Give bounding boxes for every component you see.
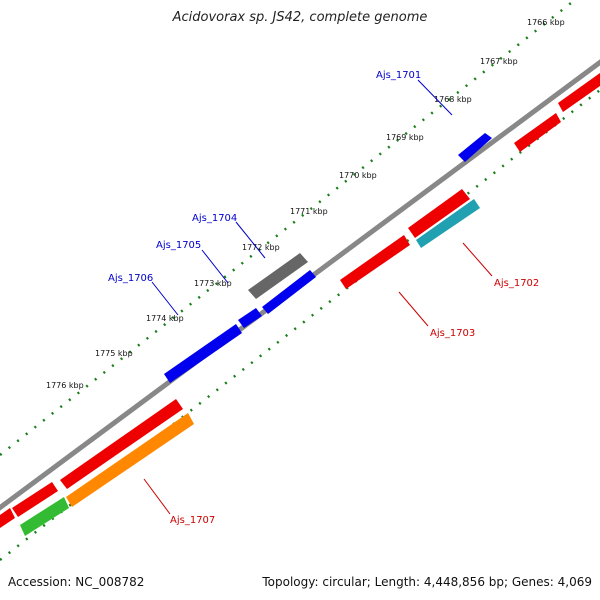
gene-ajs-1702[interactable]: [408, 189, 470, 238]
leader-line: [143, 478, 171, 515]
gene-label-ajs-1706[interactable]: Ajs_1706: [108, 273, 153, 284]
leader-line: [417, 79, 453, 116]
gene-label-ajs-1704[interactable]: Ajs_1704: [192, 213, 237, 224]
genome-summary: Topology: circular; Length: 4,448,856 bp…: [262, 575, 592, 589]
gene-ajs-1703[interactable]: [340, 235, 410, 289]
gene-label-ajs-1705[interactable]: Ajs_1705: [156, 240, 201, 251]
reverse-gene-labels: Ajs_1702 Ajs_1703 Ajs_1707: [143, 242, 539, 526]
gene-ajs-1707-red[interactable]: [60, 399, 183, 489]
gene-ajs-1705a[interactable]: [262, 270, 316, 314]
gene-red-left-1[interactable]: [12, 482, 58, 517]
tick-label: 1769 kbp: [386, 133, 424, 142]
tick-label: 1776 kbp: [46, 381, 84, 390]
tick-label: 1773 kbp: [194, 279, 232, 288]
tick-label: 1772 kbp: [242, 243, 280, 252]
outer-tick-track: [0, 0, 577, 456]
tick-label: 1768 kbp: [434, 95, 472, 104]
gene-label-ajs-1707[interactable]: Ajs_1707: [170, 515, 215, 526]
gene-ajs-1704[interactable]: [248, 253, 308, 299]
gene-ajs-1701[interactable]: [458, 133, 492, 162]
gene-ajs-1706[interactable]: [164, 324, 242, 383]
tick-label: 1766 kbp: [527, 18, 565, 27]
gene-red-left-2[interactable]: [0, 508, 15, 528]
gene-ajs-1702-stripe[interactable]: [416, 199, 480, 248]
tick-label: 1770 kbp: [339, 171, 377, 180]
gene-label-ajs-1703[interactable]: Ajs_1703: [430, 328, 475, 339]
gene-ajs-1707[interactable]: [66, 413, 194, 507]
gene-red-1[interactable]: [514, 113, 561, 152]
leader-line: [398, 291, 429, 327]
reverse-genes: [0, 73, 600, 536]
leader-line: [462, 242, 493, 277]
tick-label: 1775 kbp: [95, 349, 133, 358]
tick-label: 1767 kbp: [480, 57, 518, 66]
gene-label-ajs-1701[interactable]: Ajs_1701: [376, 70, 421, 81]
forward-gene-labels: Ajs_1701 Ajs_1704 Ajs_1705 Ajs_1706: [108, 70, 453, 316]
accession-label: Accession: NC_008782: [8, 575, 145, 589]
gene-ajs-1705b[interactable]: [238, 308, 262, 328]
gene-label-ajs-1702[interactable]: Ajs_1702: [494, 278, 539, 289]
tick-label: 1774 kbp: [146, 314, 184, 323]
leader-line: [235, 221, 266, 259]
leader-line: [151, 281, 179, 316]
gene-green[interactable]: [20, 497, 69, 536]
leader-line: [201, 249, 229, 284]
gene-red-2[interactable]: [558, 73, 600, 112]
tick-label: 1771 kbp: [290, 207, 328, 216]
forward-genes: [164, 133, 492, 383]
map-title: Acidovorax sp. JS42, complete genome: [172, 10, 428, 25]
tick-labels: 1766 kbp 1767 kbp 1768 kbp 1769 kbp 1770…: [46, 18, 565, 390]
